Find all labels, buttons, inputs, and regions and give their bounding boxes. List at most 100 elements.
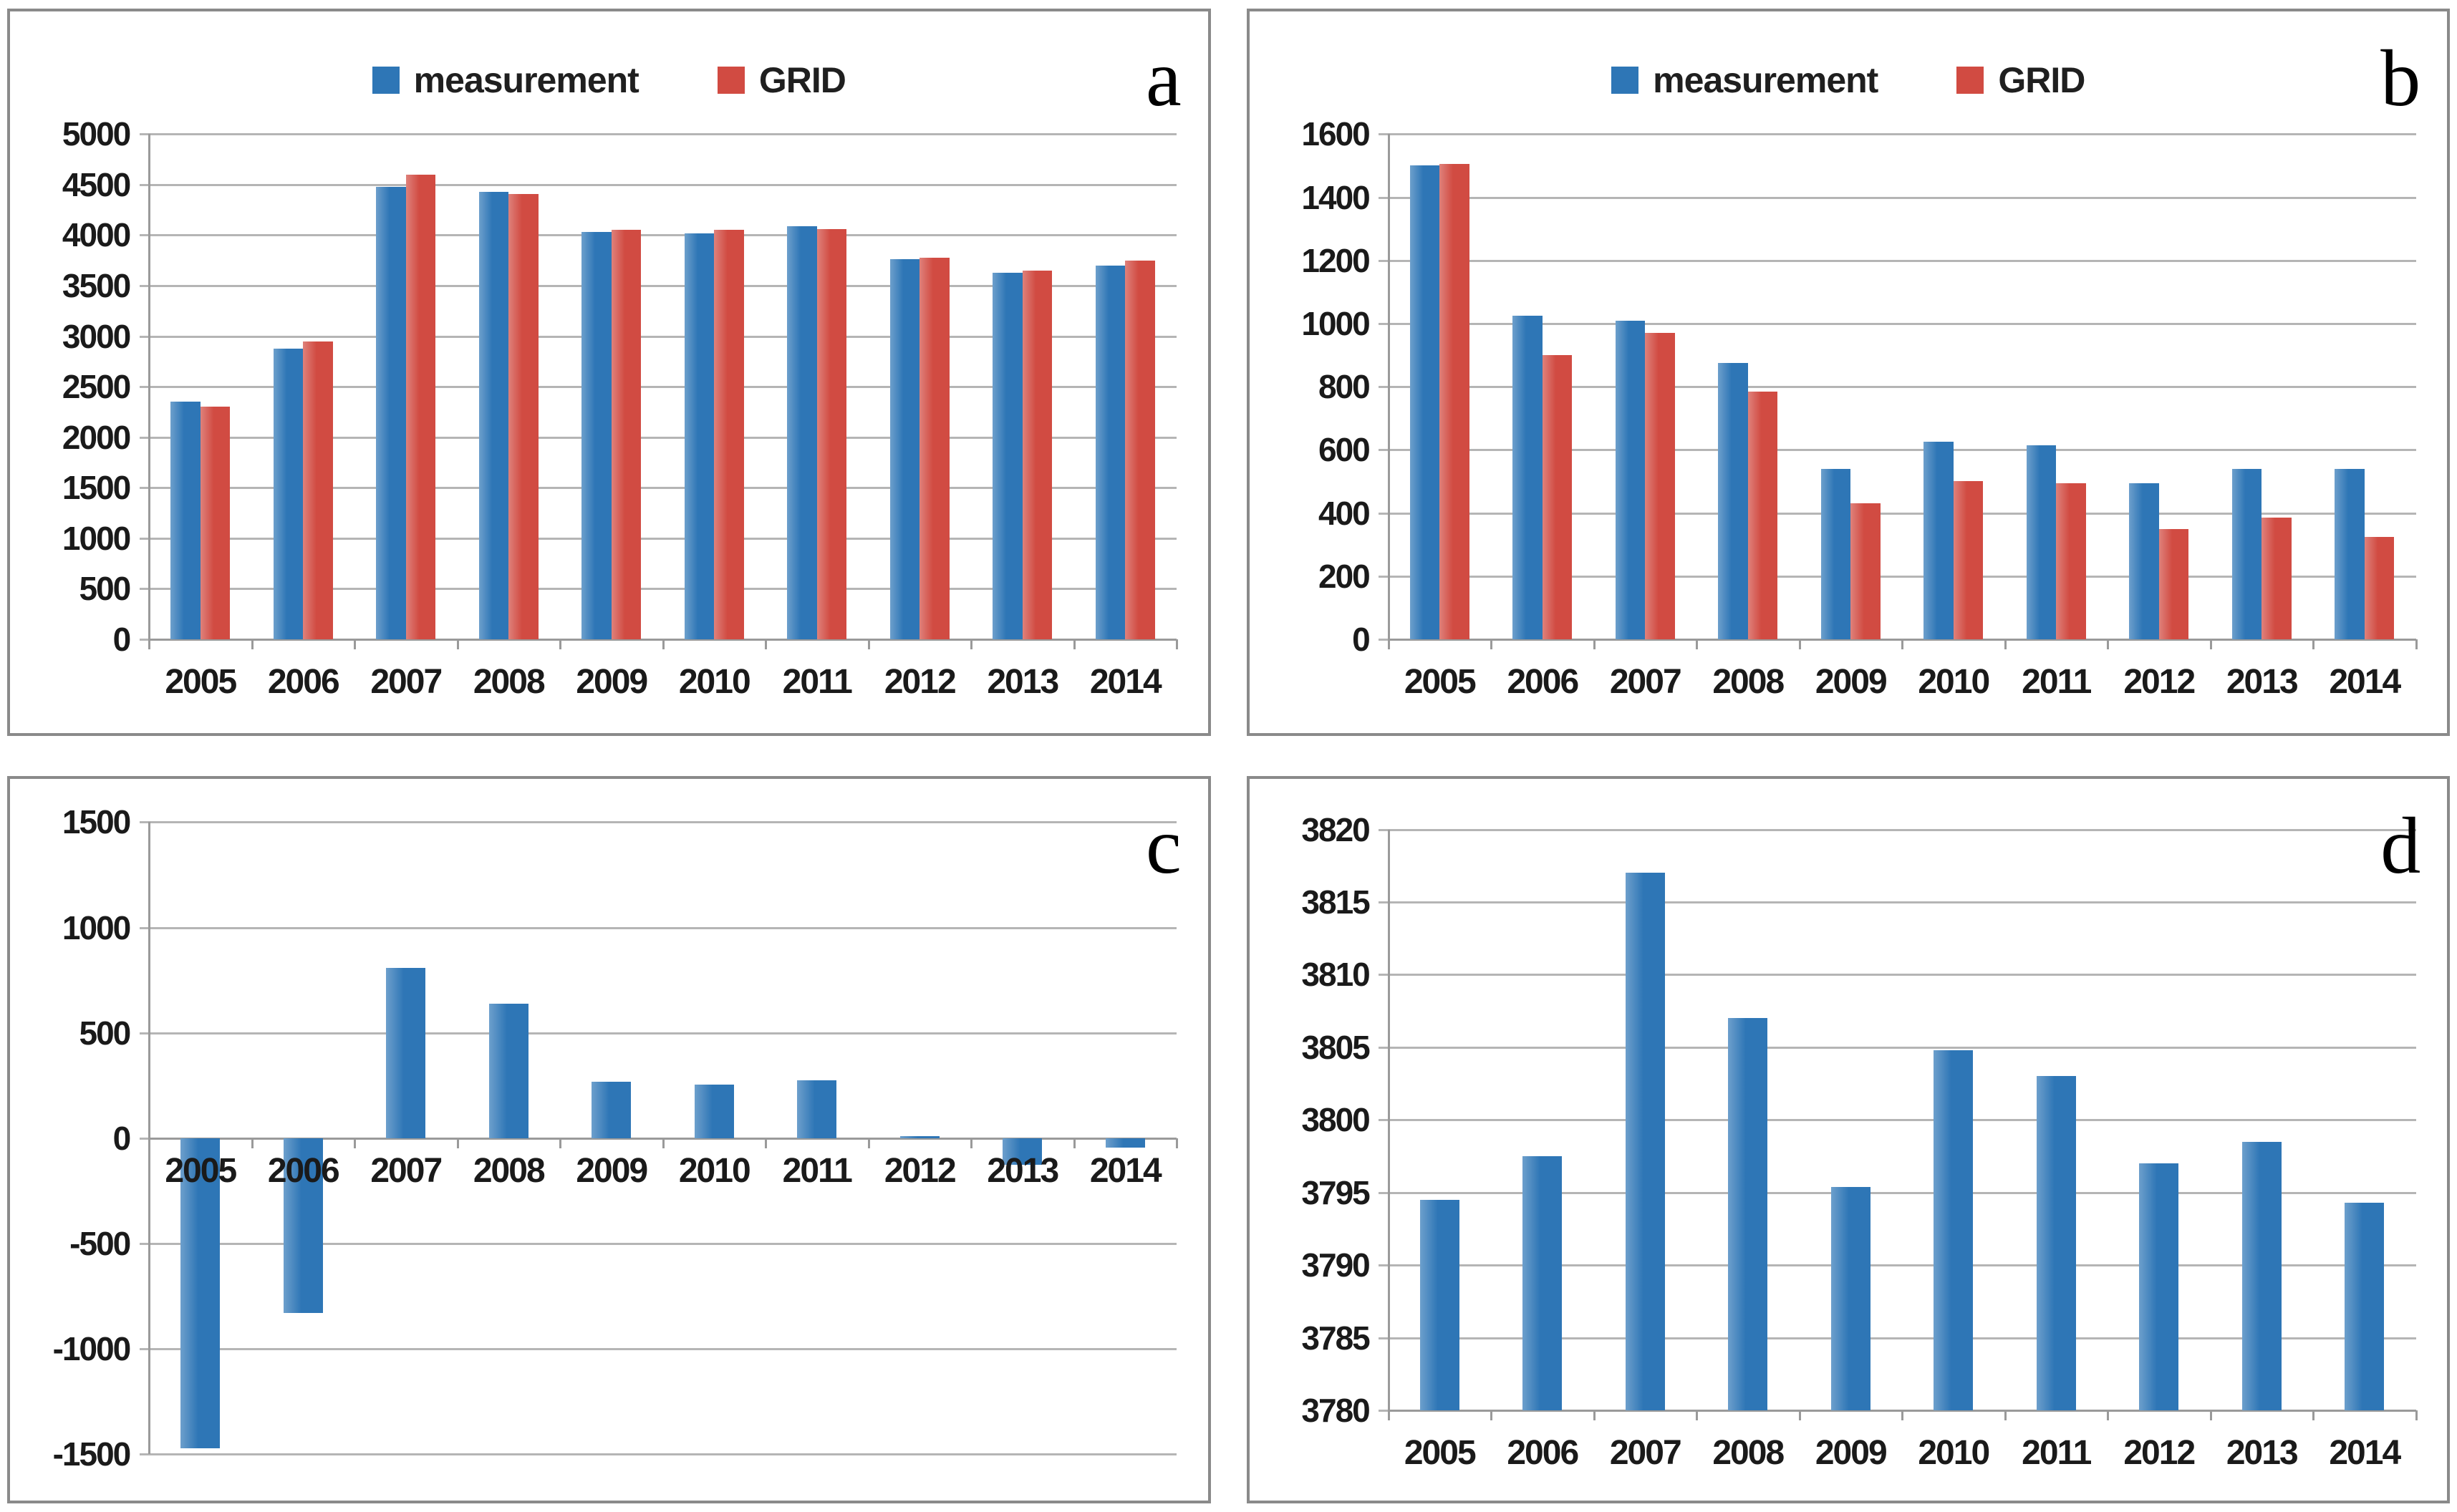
panel-letter-b: b (2380, 34, 2421, 124)
x-tick-label-2010: 2010 (1918, 663, 1990, 702)
bar-measurement-2008 (1718, 363, 1748, 639)
bar-series0-2014 (1105, 1138, 1145, 1148)
x-tick (2312, 639, 2314, 650)
bar-measurement-2006 (1512, 315, 1543, 639)
x-tick-label-2009: 2009 (1815, 1434, 1888, 1473)
y-tick-label-3805: 3805 (1301, 1028, 1370, 1066)
gridline-1400 (1379, 196, 2416, 199)
gridline-3810 (1379, 974, 2416, 976)
x-tick (456, 639, 459, 650)
bar-measurement-2006 (273, 348, 304, 639)
y-tick-label-3795: 3795 (1301, 1173, 1370, 1211)
gridline-3820 (1379, 828, 2416, 831)
x-tick (2004, 639, 2007, 650)
x-tick-label-2007: 2007 (370, 1152, 443, 1191)
x-tick-label-2013: 2013 (987, 663, 1059, 702)
x-tick (1073, 639, 1076, 650)
bar-measurement-2013 (2231, 468, 2262, 639)
x-tick-label-2011: 2011 (782, 663, 853, 702)
y-tick-label-0: 0 (112, 1119, 132, 1157)
x-tick-label-2007: 2007 (1609, 663, 1682, 702)
x-tick (1387, 639, 1390, 650)
x-tick-label-2006: 2006 (267, 663, 340, 702)
x-tick (2004, 1410, 2007, 1421)
bar-GRID-2014 (1125, 261, 1155, 639)
gridline--500 (139, 1243, 1177, 1246)
y-tick-label-800: 800 (1318, 368, 1371, 406)
gridline-4000 (139, 234, 1177, 237)
x-tick (1176, 639, 1178, 650)
bar-series0-2012 (2139, 1163, 2178, 1410)
x-tick-label-2013: 2013 (2226, 663, 2299, 702)
x-tick (2415, 1410, 2418, 1421)
bar-series0-2010 (1934, 1050, 1973, 1410)
gridline-1500 (139, 821, 1177, 824)
x-tick (867, 1138, 870, 1149)
x-tick (1798, 1410, 1801, 1421)
x-tick-label-2011: 2011 (2022, 663, 2092, 702)
x-tick-label-2014: 2014 (2329, 1434, 2401, 1473)
x-tick-label-2012: 2012 (2123, 1434, 2196, 1473)
x-axis-line (149, 1137, 1177, 1140)
y-tick-label-1000: 1000 (62, 908, 131, 946)
bar-series0-2005 (1419, 1199, 1459, 1410)
x-tick (2107, 639, 2109, 650)
y-tick-label-200: 200 (1318, 557, 1371, 595)
bar-series0-2006 (1522, 1155, 1562, 1410)
y-tick-label-3500: 3500 (62, 267, 131, 305)
bar-measurement-2011 (2026, 445, 2057, 639)
x-tick-label-2005: 2005 (1404, 1434, 1477, 1473)
x-tick (2209, 1410, 2212, 1421)
gridline-3500 (139, 285, 1177, 288)
gridline-800 (1379, 386, 2416, 389)
bar-measurement-2010 (1923, 442, 1954, 639)
bar-GRID-2014 (2364, 536, 2395, 639)
gridline-200 (1379, 575, 2416, 578)
x-tick (1490, 1410, 1492, 1421)
bar-measurement-2009 (581, 232, 612, 639)
y-tick-label-2000: 2000 (62, 418, 131, 456)
y-tick-label-1400: 1400 (1301, 178, 1370, 216)
bar-GRID-2005 (1439, 164, 1469, 639)
x-tick (765, 639, 767, 650)
x-tick-label-2012: 2012 (2123, 663, 2196, 702)
gridline-2500 (139, 386, 1177, 389)
x-tick (148, 639, 150, 650)
bar-GRID-2009 (611, 230, 642, 639)
legend-item-measurement: measurement (1611, 59, 1878, 101)
bar-series0-2012 (899, 1136, 940, 1138)
gridline-2000 (139, 436, 1177, 439)
legend-label-grid: GRID (1998, 59, 2085, 100)
bar-series0-2007 (386, 967, 425, 1138)
panel-d: d 3820 3815 3810 3805 3800 3795 3790 3785 3780 20… (1246, 776, 2450, 1503)
gridline-500 (139, 588, 1177, 591)
x-tick (1593, 1410, 1596, 1421)
x-tick-label-2008: 2008 (1712, 663, 1785, 702)
x-axis-line (149, 638, 1177, 641)
bar-measurement-2005 (1409, 165, 1440, 639)
measurement-swatch-icon (372, 66, 400, 94)
bar-GRID-2005 (200, 407, 231, 639)
gridline-3795 (1379, 1191, 2416, 1194)
bar-GRID-2007 (1645, 333, 1675, 639)
y-axis-line (1387, 829, 1390, 1410)
legend-label-grid: GRID (758, 59, 846, 100)
x-tick-label-2005: 2005 (165, 663, 237, 702)
bar-GRID-2006 (1542, 355, 1573, 639)
y-tick-label-0: 0 (112, 620, 132, 658)
panel-letter-d: d (2380, 802, 2421, 891)
x-tick (1798, 639, 1801, 650)
bar-measurement-2014 (2335, 468, 2365, 639)
y-tick-label-3820: 3820 (1301, 810, 1370, 848)
x-tick (2312, 1410, 2314, 1421)
x-tick-label-2009: 2009 (576, 1152, 648, 1191)
bar-series0-2013 (1003, 1138, 1042, 1165)
y-tick-label-4500: 4500 (62, 165, 131, 203)
y-tick-label--1500: -1500 (52, 1435, 132, 1473)
bar-series0-2011 (2036, 1076, 2076, 1410)
x-tick (354, 1138, 356, 1149)
x-tick-label-2010: 2010 (678, 1152, 751, 1191)
x-tick-label-2006: 2006 (1507, 1434, 1579, 1473)
x-tick (1696, 639, 1698, 650)
bar-measurement-2010 (684, 233, 715, 639)
